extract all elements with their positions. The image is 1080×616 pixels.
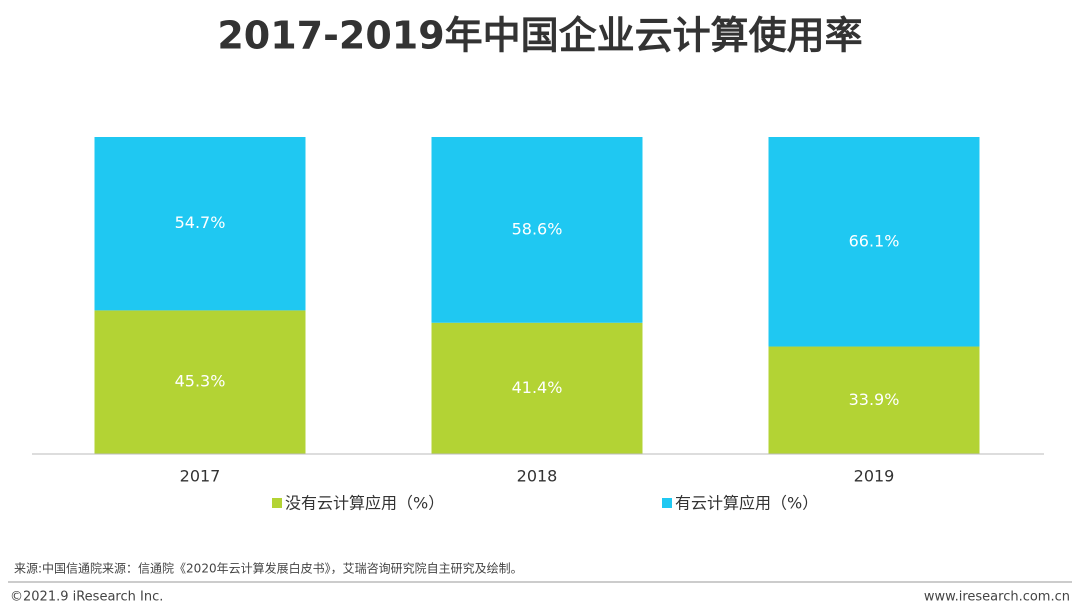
data-label: 58.6% <box>512 219 563 238</box>
legend-label: 有云计算应用（%） <box>675 494 818 513</box>
source-note: 来源:中国信通院来源：信通院《2020年云计算发展白皮书》，艾瑞咨询研究院自主研… <box>14 561 523 576</box>
website: www.iresearch.com.cn <box>924 590 1070 605</box>
data-label: 45.3% <box>175 372 226 391</box>
x-tick-label: 2019 <box>854 467 895 486</box>
legend-swatch <box>662 498 672 508</box>
x-tick-label: 2017 <box>180 467 221 486</box>
bar-segment <box>94 310 306 454</box>
data-label: 66.1% <box>849 231 900 250</box>
copyright: ©2021.9 iResearch Inc. <box>10 590 163 605</box>
bar-segment <box>768 346 980 454</box>
data-label: 41.4% <box>512 378 563 397</box>
data-label: 33.9% <box>849 390 900 409</box>
bar-segment <box>431 322 643 454</box>
legend-label: 没有云计算应用（%） <box>285 494 444 513</box>
bar-segment <box>431 137 643 323</box>
bar-segment <box>768 137 980 347</box>
legend-swatch <box>272 498 282 508</box>
data-label: 54.7% <box>175 213 226 232</box>
chart-title: 2017-2019年中国企业云计算使用率 <box>217 14 862 58</box>
bar-segment <box>94 137 306 311</box>
x-tick-label: 2018 <box>517 467 558 486</box>
